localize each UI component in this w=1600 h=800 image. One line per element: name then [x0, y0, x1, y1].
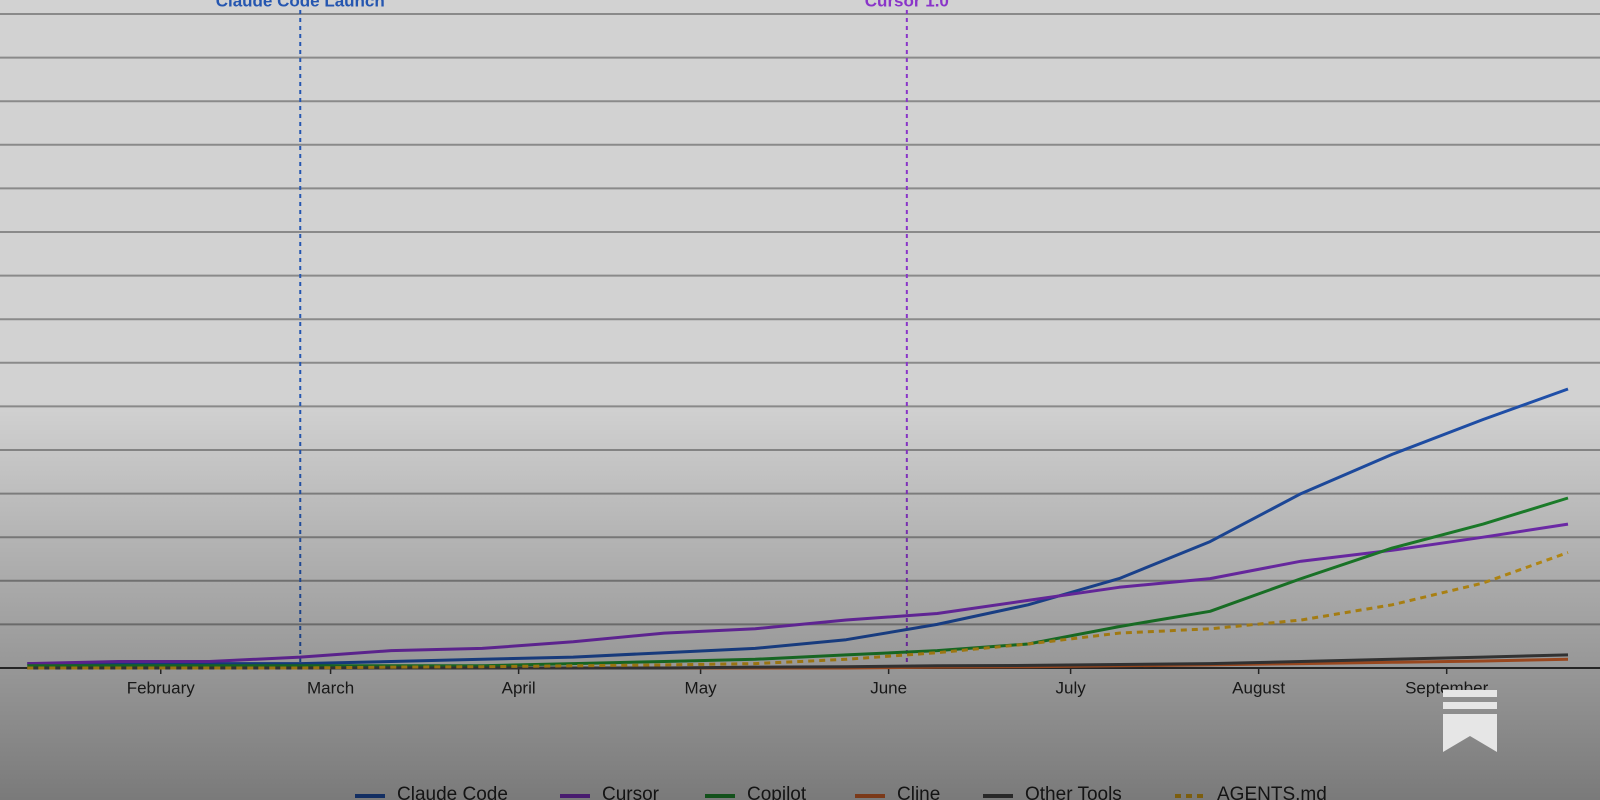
bookmark-shape — [1443, 714, 1497, 752]
annotation-label: Cursor 1.0 — [865, 0, 949, 10]
legend-label: AGENTS.md — [1217, 784, 1327, 800]
annotation-label: Claude Code Launch — [216, 0, 385, 10]
legend-label: Cursor — [602, 784, 660, 800]
x-tick-label: June — [870, 678, 907, 697]
x-tick-label: July — [1055, 678, 1086, 697]
bookmark-bar — [1443, 690, 1497, 697]
bookmark-bar — [1443, 702, 1497, 709]
x-tick-label: March — [307, 678, 354, 697]
x-tick-label: April — [502, 678, 536, 697]
x-tick-label: February — [127, 678, 196, 697]
bookmark-icon[interactable] — [1443, 690, 1497, 752]
legend-label: Copilot — [747, 784, 807, 800]
legend-label: Cline — [897, 784, 940, 800]
x-tick-label: May — [685, 678, 718, 697]
legend-label: Other Tools — [1025, 784, 1122, 800]
legend-label: Claude Code — [397, 784, 508, 800]
x-tick-label: August — [1232, 678, 1285, 697]
